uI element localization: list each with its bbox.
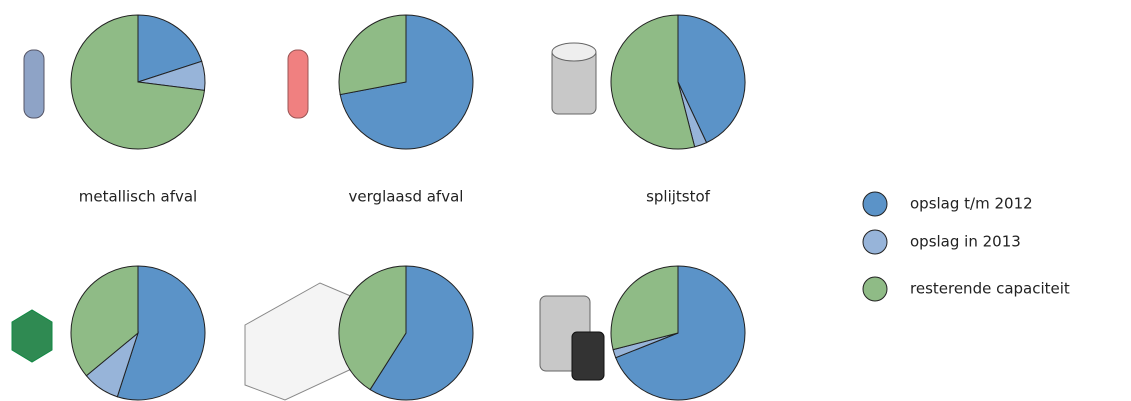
icon-metal <box>23 49 45 119</box>
pie-slice <box>339 14 474 150</box>
icon-fuel-top <box>551 42 597 62</box>
pie-slice <box>137 14 203 83</box>
legend-swatch <box>862 229 888 255</box>
icon-cube <box>11 309 53 363</box>
legend-label: opslag t/m 2012 <box>910 195 1033 213</box>
pie-slice <box>338 14 407 96</box>
legend-label: opslag in 2013 <box>910 233 1021 251</box>
icon-glass <box>287 49 309 119</box>
pie-slice <box>677 14 746 144</box>
pie-title: metallisch afval <box>79 188 197 206</box>
pie-title: splijtstof <box>646 188 711 206</box>
pie-slice <box>116 265 206 401</box>
pie-slice <box>70 265 139 377</box>
pie-slice <box>338 265 407 391</box>
pie-slice <box>369 265 474 401</box>
legend-swatch <box>862 191 888 217</box>
legend-swatch <box>862 276 888 302</box>
pie-slice <box>610 265 679 351</box>
legend-label: resterende capaciteit <box>910 280 1070 298</box>
icon-barrel <box>571 331 605 381</box>
pie-slice <box>610 14 696 150</box>
pie-slice <box>615 265 746 401</box>
pie-title: verglaasd afval <box>349 188 464 206</box>
icons <box>11 42 605 401</box>
pie-slice <box>70 14 206 150</box>
